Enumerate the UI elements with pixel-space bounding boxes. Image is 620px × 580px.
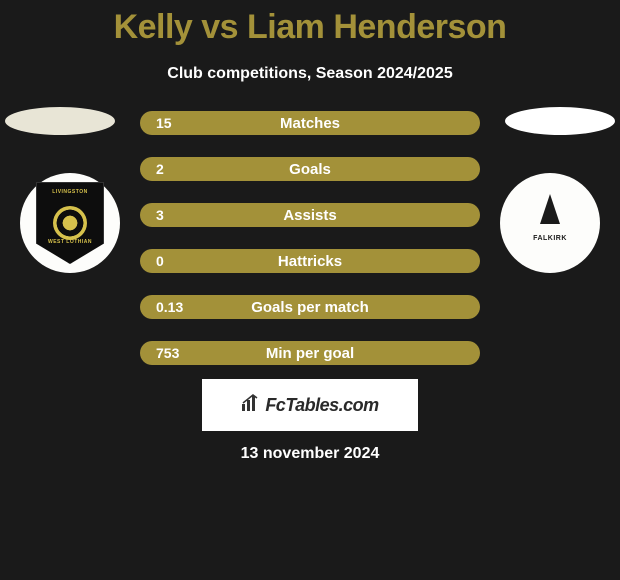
comparison-content: LIVINGSTON WEST LOTHIAN FALKIRK 15 Match… [0, 111, 620, 463]
footer-brand-box: FcTables.com [202, 379, 418, 431]
stat-label: Min per goal [266, 345, 354, 362]
stat-row-min-per-goal: 753 Min per goal [140, 341, 480, 365]
stat-row-hattricks: 0 Hattricks [140, 249, 480, 273]
stat-label: Hattricks [278, 253, 342, 270]
stat-label: Matches [280, 115, 340, 132]
stat-left-value: 2 [156, 161, 206, 177]
shield-top-text: LIVINGSTON [52, 189, 87, 195]
shield-center-emblem [53, 206, 87, 240]
left-oval-decoration [5, 107, 115, 135]
stat-row-matches: 15 Matches [140, 111, 480, 135]
shield-bottom-text: WEST LOTHIAN [48, 239, 92, 245]
footer-brand: FcTables.com [241, 394, 378, 417]
stat-label: Goals [289, 161, 331, 178]
stat-left-value: 3 [156, 207, 206, 223]
falkirk-badge-icon: FALKIRK [510, 183, 590, 263]
stat-left-value: 0 [156, 253, 206, 269]
livingston-shield-icon: LIVINGSTON WEST LOTHIAN [36, 182, 104, 264]
chart-icon [241, 394, 261, 417]
stat-row-goals: 2 Goals [140, 157, 480, 181]
footer-brand-text: FcTables.com [265, 395, 378, 416]
stat-left-value: 753 [156, 345, 206, 361]
falkirk-text: FALKIRK [533, 235, 567, 242]
subtitle: Club competitions, Season 2024/2025 [0, 65, 620, 83]
stat-label: Goals per match [251, 299, 369, 316]
stat-left-value: 15 [156, 115, 206, 131]
stat-row-goals-per-match: 0.13 Goals per match [140, 295, 480, 319]
stat-left-value: 0.13 [156, 299, 206, 315]
date-text: 13 november 2024 [0, 445, 620, 463]
right-team-badge: FALKIRK [500, 173, 600, 273]
stat-label: Assists [283, 207, 336, 224]
right-oval-decoration [505, 107, 615, 135]
left-team-badge: LIVINGSTON WEST LOTHIAN [20, 173, 120, 273]
falkirk-spire-icon [540, 194, 560, 224]
page-title: Kelly vs Liam Henderson [0, 0, 620, 47]
stat-row-assists: 3 Assists [140, 203, 480, 227]
